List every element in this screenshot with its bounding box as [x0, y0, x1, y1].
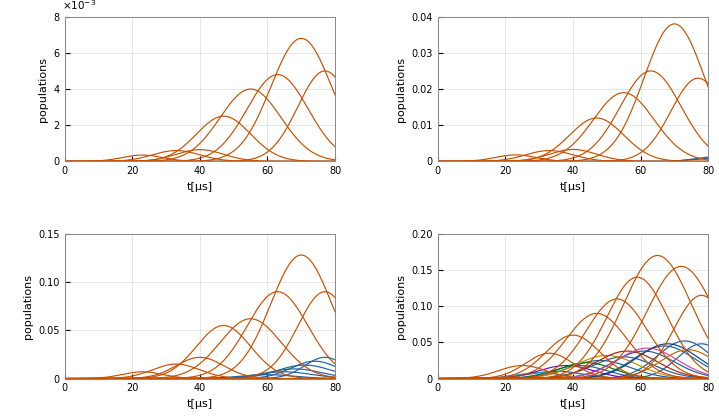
Y-axis label: populations: populations [38, 57, 48, 121]
X-axis label: t[μs]: t[μs] [560, 399, 586, 409]
X-axis label: t[μs]: t[μs] [560, 182, 586, 192]
X-axis label: t[μs]: t[μs] [187, 399, 213, 409]
Y-axis label: populations: populations [396, 57, 406, 121]
Y-axis label: populations: populations [396, 274, 406, 339]
Y-axis label: populations: populations [23, 274, 33, 339]
X-axis label: t[μs]: t[μs] [187, 182, 213, 192]
Text: $\times10^{-3}$: $\times10^{-3}$ [62, 0, 96, 12]
